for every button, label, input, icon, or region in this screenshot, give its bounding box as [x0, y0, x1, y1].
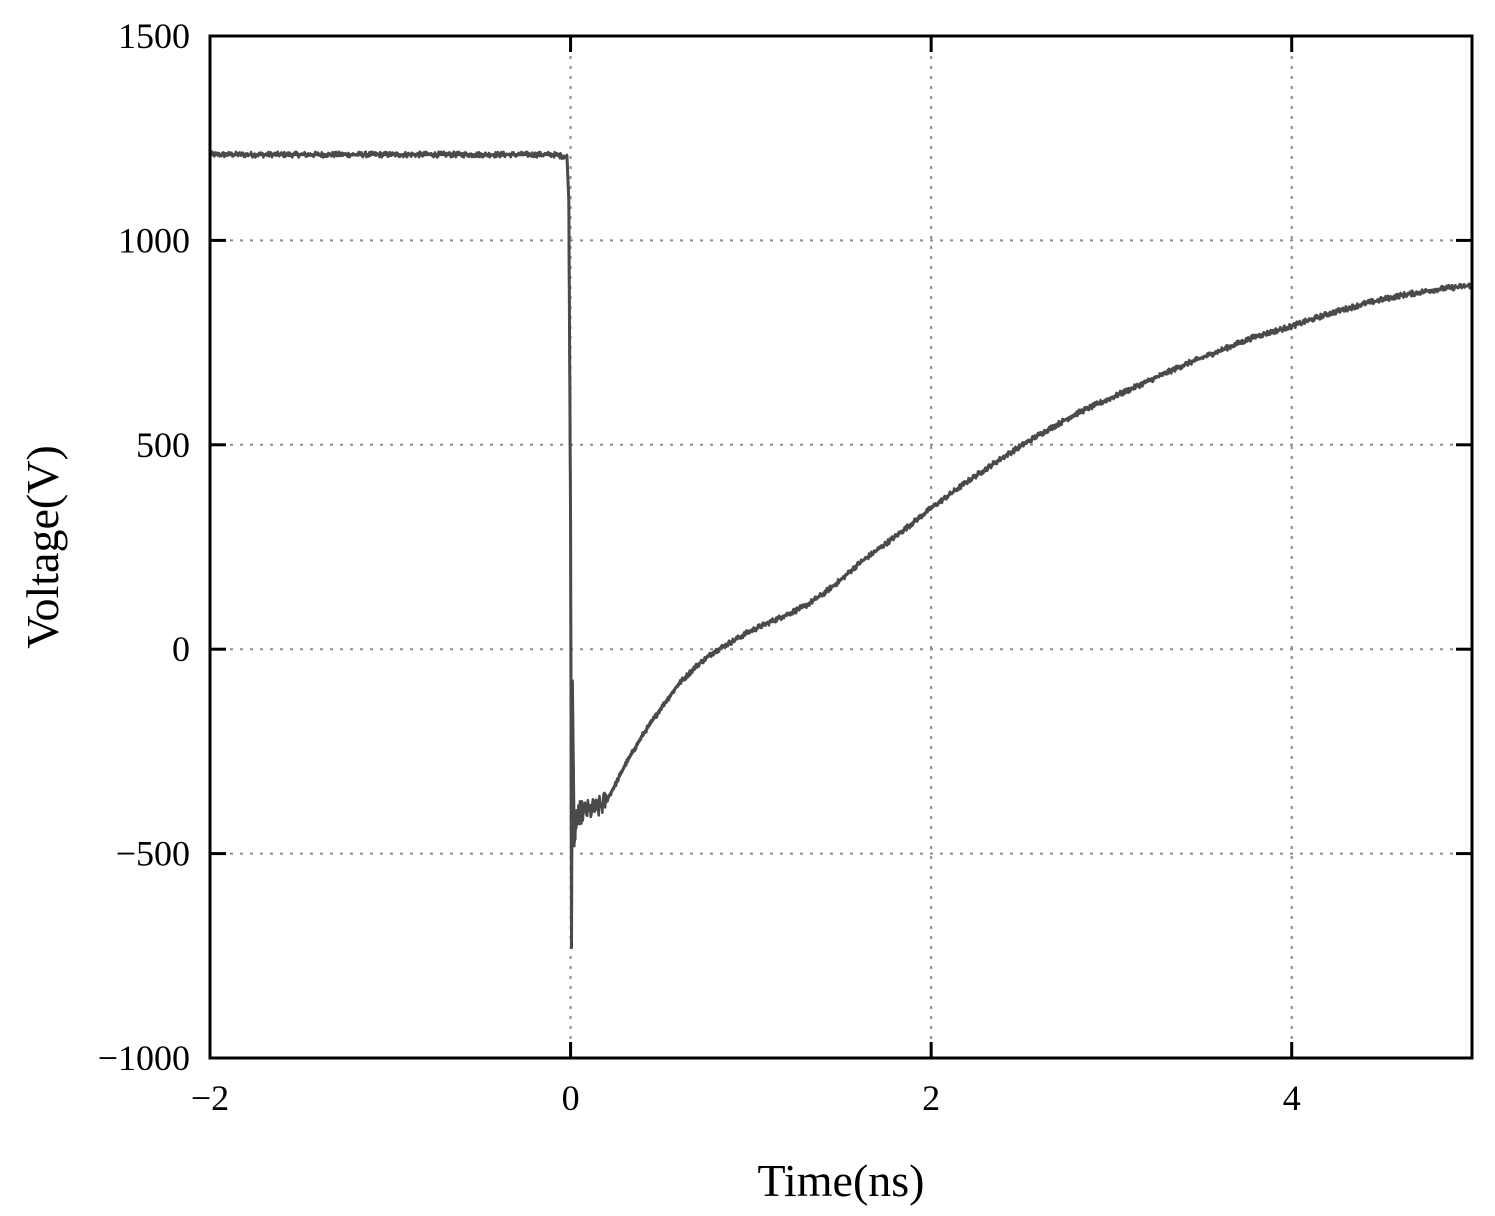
y-tick-label: 1500: [118, 16, 190, 56]
x-axis-title: Time(ns): [758, 1155, 925, 1206]
x-tick-label: −2: [191, 1078, 229, 1118]
y-tick-label: −1000: [98, 1038, 190, 1078]
series-layer: [208, 150, 1473, 950]
x-tick-label: 4: [1283, 1078, 1301, 1118]
grid-lines: [210, 36, 1472, 1058]
y-tick-label: 0: [172, 629, 190, 669]
y-tick-label: −500: [116, 834, 190, 874]
y-axis-title: Voltage(V): [17, 445, 68, 649]
plot-frame: [208, 34, 1474, 1060]
y-tick-label: 1000: [118, 220, 190, 260]
x-tick-label: 2: [922, 1078, 940, 1118]
y-tick-label: 500: [136, 425, 190, 465]
tick-labels: −2 0 2 4 −1000 −500 0 500 1000 1500: [98, 16, 1301, 1118]
voltage-trace: [208, 150, 1473, 937]
axis-ticks: [208, 34, 1472, 1060]
voltage-trace-envelope: [210, 153, 1473, 950]
x-tick-label: 0: [562, 1078, 580, 1118]
